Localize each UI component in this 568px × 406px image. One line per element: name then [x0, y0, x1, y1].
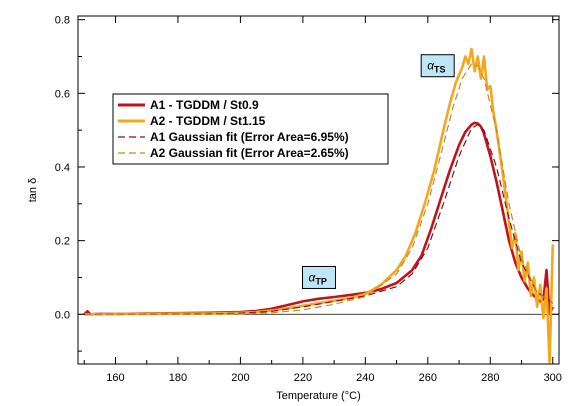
x-tick-label: 200: [231, 372, 249, 384]
series-line-3: [84, 123, 554, 315]
legend-label: A1 - TGDDM / St0.9: [150, 98, 259, 112]
x-tick-label: 300: [544, 372, 562, 384]
legend: A1 - TGDDM / St0.9 A2 - TGDDM / St1.15 A1 …: [112, 93, 389, 165]
annotation-box: [420, 54, 455, 78]
x-tick-label: 160: [106, 372, 124, 384]
y-tick-label: 0.6: [55, 88, 70, 100]
series-line-4: [84, 63, 554, 315]
y-axis: 0.0 0.2 0.4 0.6 0.8: [55, 15, 559, 352]
x-tick-label: 240: [356, 372, 374, 384]
x-tick-label: 260: [419, 372, 437, 384]
y-tick-label: 0.4: [55, 162, 70, 174]
x-tick-label: 220: [294, 372, 312, 384]
y-tick-label: 0.8: [55, 15, 70, 27]
legend-label: A2 - TGDDM / St1.15: [150, 114, 266, 128]
y-tick-label: 0.0: [55, 309, 70, 321]
x-tick-label: 280: [481, 372, 499, 384]
x-axis-title: Temperature (°C): [276, 390, 360, 402]
legend-label: A2 Gaussian fit (Error Area=2.65%): [150, 146, 349, 160]
legend-box: [112, 93, 389, 165]
x-axis: 160 180 200 220 240 260 280 300: [83, 16, 562, 384]
x-tick-label: 180: [169, 372, 187, 384]
plot-area: [78, 47, 559, 364]
plot-frame: [77, 15, 560, 365]
legend-label: A1 Gaussian fit (Error Area=6.95%): [150, 130, 349, 144]
y-axis-title: tan δ: [27, 178, 39, 202]
y-tick-label: 0.2: [55, 236, 70, 248]
series-line-2: [84, 47, 555, 364]
annotation-box: [302, 265, 336, 289]
